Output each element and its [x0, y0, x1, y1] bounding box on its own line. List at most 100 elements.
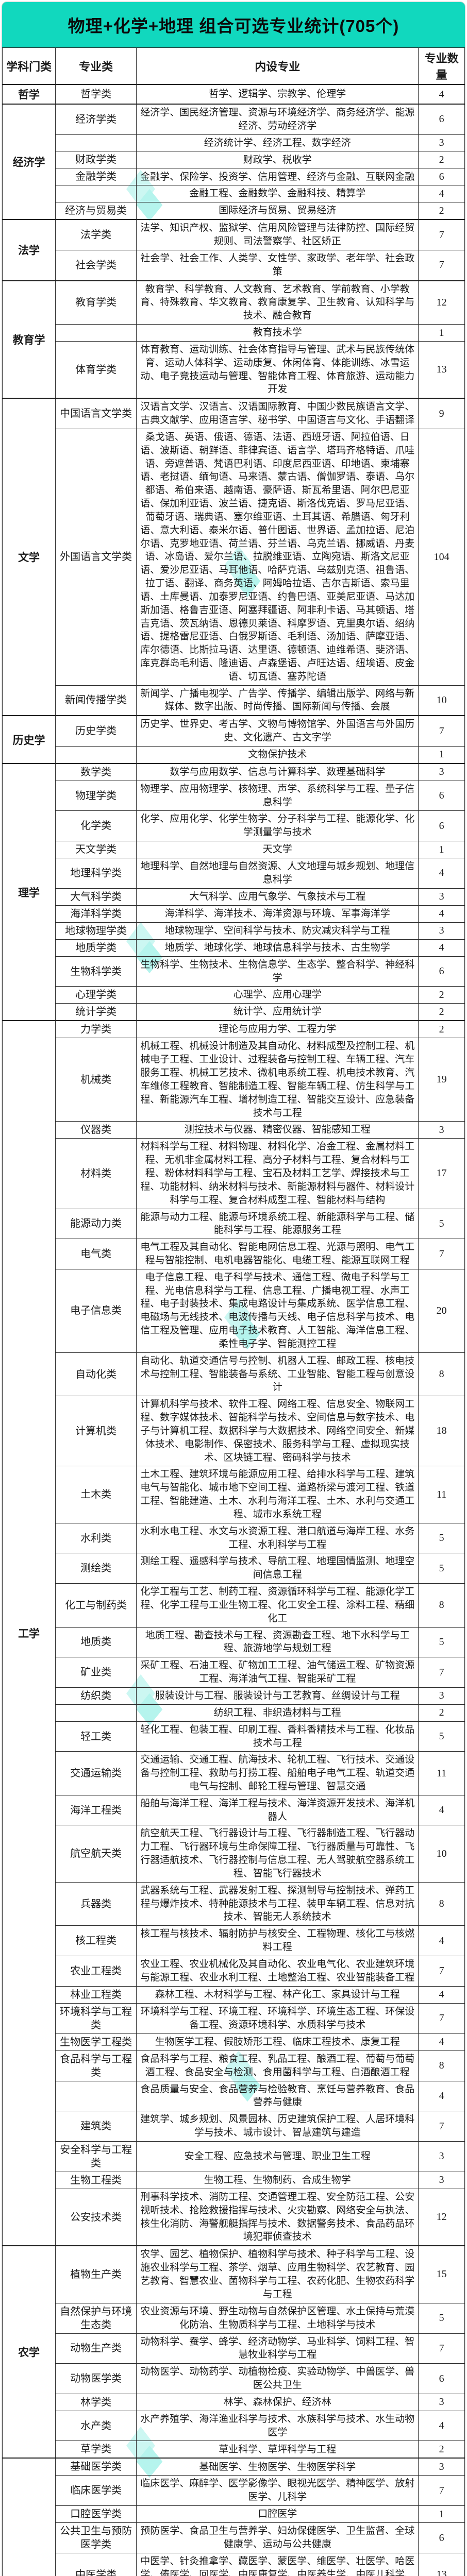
majors-cell: 轻化工程、包装工程、印刷工程、香料香精技术与工程、化妆品技术与工程: [136, 1721, 419, 1752]
count-cell: 2: [418, 986, 465, 1004]
major-class-cell: 心理学类: [55, 986, 137, 1004]
count-cell: 2: [418, 1020, 465, 1039]
count-cell: 7: [418, 1955, 465, 1987]
count-cell: 8: [418, 1352, 465, 1397]
table-header: 学科门类 专业类 内设专业 专业数量: [2, 47, 465, 85]
count-cell: 104: [418, 428, 465, 686]
major-class-cell: 法学类: [55, 219, 137, 250]
major-class-cell: 电子信息类: [55, 1268, 137, 1353]
count-cell: 7: [418, 1657, 465, 1688]
major-class-cell: 物理学类: [55, 780, 137, 811]
majors-cell: 教育学、科学教育、人文教育、艺术教育、学前教育、小学教育、特殊教育、华文教育、教…: [136, 280, 419, 325]
majors-cell: 金融学、保险学、投资学、信用管理、经济与金融、互联网金融: [136, 168, 419, 186]
count-cell: 11: [418, 1751, 465, 1795]
majors-cell: 心理学、应用心理学: [136, 986, 419, 1004]
majors-cell: 社会学、社会工作、人类学、女性学、家政学、老年学、社会政策: [136, 249, 419, 281]
majors-cell: 大气科学、应用气象学、气象技术与工程: [136, 888, 419, 906]
major-class-cell: 地质类: [55, 1626, 137, 1658]
major-class-cell: 教育学类: [55, 280, 137, 325]
table-row: 物理学类 物理学、应用物理学、核物理、声学、系统科学与工程、量子信息科学 6: [3, 780, 465, 811]
table-row: 化学类 化学、应用化学、化学生物学、分子科学与工程、能源化学、化学测量学与技术 6: [3, 810, 465, 842]
discipline-cell: 文学: [2, 398, 56, 716]
table-row: 文学 中国语言文学类 汉语言文学、汉语言、汉语国际教育、中国少数民族语言文学、古典文…: [2, 398, 465, 716]
table-row: 教育技术学 1: [3, 324, 465, 342]
count-cell: 7: [418, 219, 465, 250]
majors-cell: 口腔医学: [136, 2505, 419, 2523]
major-class-cell: 经济学类: [55, 103, 137, 135]
count-cell: 8: [418, 1583, 465, 1628]
major-class-cell: 财政学类: [55, 151, 137, 169]
majors-cell: 统计学、应用统计学: [136, 1003, 419, 1021]
discipline-cell: 理学: [2, 762, 56, 1021]
count-cell: 6: [418, 168, 465, 186]
table-row: 经济学 经济学类 经济学、国民经济管理、资源与环境经济学、商务经济学、能源经济、劳动…: [2, 103, 465, 220]
count-cell: 7: [418, 249, 465, 281]
major-class-cell: 力学类: [55, 1020, 137, 1039]
table-row: 林业工程类 森林工程、木材科学与工程、林产化工、家具设计与工程 4: [3, 1986, 465, 2004]
major-class-cell: 林业工程类: [55, 1986, 137, 2004]
majors-cell: 纺织工程、非织造材料与工程: [136, 1704, 419, 1722]
majors-cell: 数学与应用数学、信息与计算科学、数理基础科学: [136, 762, 419, 781]
count-cell: 7: [418, 2475, 465, 2506]
count-cell: 6: [418, 103, 465, 135]
table-row: 草学类 草业科学、草坪科学与工程 2: [3, 2441, 465, 2459]
major-class-cell: 哲学类: [55, 84, 137, 105]
count-cell: 12: [418, 280, 465, 325]
majors-cell: 船舶与海洋工程、海洋工程与技术、海洋资源开发技术、海洋机器人: [136, 1794, 419, 1826]
count-cell: 1: [418, 2505, 465, 2523]
majors-cell: 地质学、地球化学、地球信息科学与技术、古生物学: [136, 939, 419, 957]
count-cell: 2: [418, 151, 465, 169]
majors-cell: 航空航天工程、飞行器设计与工程、飞行器制造工程、飞行器动力工程、飞行器环境与生命…: [136, 1825, 419, 1883]
count-cell: 1: [418, 745, 465, 764]
count-cell: 20: [418, 1268, 465, 1353]
count-cell: 4: [418, 1925, 465, 1956]
majors-cell: 农业工程、农业机械化及其自动化、农业电气化、农业建筑环境与能源工程、农业水利工程…: [136, 1955, 419, 1987]
major-class-cell: 外国语言文学类: [55, 428, 137, 686]
count-cell: 3: [418, 2458, 465, 2476]
count-cell: 3: [418, 888, 465, 906]
majors-cell: 新闻学、广播电视学、广告学、传播学、编辑出版学、网络与新媒体、数字出版、时尚传播…: [136, 685, 419, 716]
major-class-cell: [55, 1704, 137, 1722]
majors-cell: 动物医学、动物药学、动植物检疫、实验动物学、中兽医学、兽医公共卫生: [136, 2363, 419, 2394]
major-class-cell: 矿业类: [55, 1657, 137, 1688]
table-row: 临床医学类 临床医学、麻醉学、医学影像学、眼视光医学、精神医学、放射医学、儿科学 7: [3, 2475, 465, 2506]
discipline-cell: 法学: [2, 219, 56, 281]
table-row: 天文学类 天文学 1: [3, 841, 465, 859]
major-class-cell: 中国语言文学类: [55, 398, 137, 429]
major-class-cell: 水利类: [55, 1522, 137, 1554]
table-row: 计算机类 计算机科学与技术、软件工程、网络工程、信息安全、物联网工程、数字媒体技术…: [3, 1396, 465, 1467]
table-row: 食品质量与安全、食品营养与检验教育、烹饪与营养教育、食品营养与健康 4: [3, 2080, 465, 2112]
table-row: 生物工程类 生物工程、生物制药、合成生物学 3: [3, 2171, 465, 2189]
major-class-cell: [55, 324, 137, 342]
table-row: 仪器类 测控技术与仪器、精密仪器、智能感知工程 3: [3, 1121, 465, 1139]
table-row: 航空航天类 航空航天工程、飞行器设计与工程、飞行器制造工程、飞行器动力工程、飞行器…: [3, 1825, 465, 1883]
count-cell: 3: [418, 2393, 465, 2411]
major-class-cell: [55, 134, 137, 152]
table-row: 地球物理学类 地球物理学、空间科学与技术、防灾减灾科学与工程 3: [3, 922, 465, 940]
majors-cell: 国际经济与贸易、贸易经济: [136, 202, 419, 220]
major-class-cell: 动物医学类: [55, 2363, 137, 2394]
count-cell: 17: [418, 1138, 465, 1209]
major-class-cell: 海洋科学类: [55, 905, 137, 923]
count-cell: 4: [418, 185, 465, 203]
majors-cell: 农业资源与环境、野生动物与自然保护区管理、水土保持与荒漠化防治、生物质科学与工程…: [136, 2302, 419, 2334]
majors-cell: 食品科学与工程、粮食工程、乳品工程、酿酒工程、葡萄与葡萄酒工程、食品安全与检测、…: [136, 2050, 419, 2081]
table-row: 生物科学类 生物科学、生物技术、生物信息学、生态学、整合科学、神经科学 6: [3, 956, 465, 987]
table-row: 水利类 水利水电工程、水文与水资源工程、港口航道与海岸工程、水务工程、水利科学与工…: [3, 1522, 465, 1554]
majors-cell: 建筑学、城乡规划、风景园林、历史建筑保护工程、人居环境科学与技术、城市设计、智慧…: [136, 2111, 419, 2142]
majors-cell: 历史学、世界史、考古学、文物与博物馆学、外国语言与外国历史、文化遗产、古文字学: [136, 715, 419, 747]
table-row: 金融工程、金融数学、金融科技、精算学 4: [3, 185, 465, 203]
table-row: 财政学类 财政学、税收学 2: [3, 151, 465, 169]
count-cell: 4: [418, 905, 465, 923]
count-cell: 4: [418, 84, 465, 105]
count-cell: 5: [418, 2302, 465, 2334]
major-class-cell: 机械类: [55, 1038, 137, 1122]
col-header-discipline: 学科门类: [2, 47, 56, 85]
major-class-cell: 航空航天类: [55, 1825, 137, 1883]
majors-cell: 化学、应用化学、化学生物学、分子科学与工程、能源化学、化学测量学与技术: [136, 810, 419, 842]
table-row: 林学类 林学、森林保护、经济林 3: [3, 2393, 465, 2411]
major-class-cell: 材料类: [55, 1138, 137, 1209]
table-row: 电气类 电气工程及其自动化、智能电网信息工程、光源与照明、电气工程与智能控制、电机…: [3, 1239, 465, 1269]
count-cell: 4: [418, 2033, 465, 2051]
majors-cell: 核工程与核技术、辐射防护与核安全、工程物理、核化工与核燃料工程: [136, 1925, 419, 1956]
